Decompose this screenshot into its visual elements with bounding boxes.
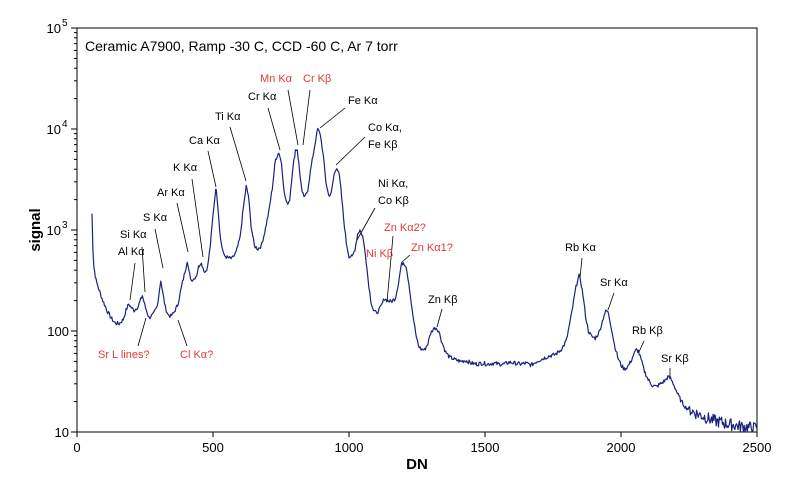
- series-layer: [91, 127, 758, 433]
- y-tick-exponent: 4: [62, 119, 68, 130]
- annotation-leader: [267, 107, 281, 151]
- annotation-label: Al Kα: [118, 246, 145, 258]
- y-tick-label: 10: [47, 21, 61, 36]
- x-tick-label: 500: [202, 440, 224, 455]
- annotation-leader: [607, 292, 615, 311]
- x-axis-label: DN: [406, 456, 428, 473]
- annotation-label: Ca Kα: [189, 135, 220, 147]
- annotation-label: Fe Kα: [348, 95, 378, 107]
- x-tick-label: 0: [73, 440, 80, 455]
- annotation-leader: [129, 262, 136, 301]
- annotation-label: Sr Kα: [600, 277, 628, 289]
- annotation-label: Ar Kα: [157, 187, 185, 199]
- annotation-label: Rb Kβ: [632, 325, 663, 337]
- y-tick-label: 100: [47, 324, 69, 339]
- annotation-leader: [579, 257, 583, 279]
- annotation-leader: [436, 308, 443, 328]
- annotation-label: Rb Kα: [565, 242, 596, 254]
- annotation-leader: [177, 319, 188, 347]
- annotation-label: Co Kβ: [378, 195, 409, 207]
- y-tick-label: 10: [47, 122, 61, 137]
- annotation-leader: [229, 126, 247, 182]
- x-tick-label: 2500: [743, 440, 772, 455]
- annotation-label: Sr L lines?: [98, 349, 150, 361]
- annotation-label: K Kα: [173, 162, 198, 174]
- annotation-leader: [401, 254, 411, 263]
- annotation-label: Cl Kα?: [180, 349, 213, 361]
- annotation-label: Cr Kα: [248, 91, 277, 103]
- annotation-label: Zn Kα2?: [384, 222, 426, 234]
- annotation-leader: [302, 89, 311, 146]
- x-axis: 0 500 1000 1500 2000 2500: [73, 432, 771, 455]
- annotation-leader: [176, 202, 189, 253]
- annotation-label: Ti Kα: [215, 111, 241, 123]
- annotation-label: Cr Kβ: [303, 73, 331, 85]
- annotation-leader: [137, 317, 147, 347]
- x-tick-label: 1500: [471, 440, 500, 455]
- annotation-leader: [356, 207, 376, 241]
- annotation-label: Sr Kβ: [661, 353, 689, 365]
- annotation-leader: [207, 150, 217, 188]
- annotation-label: Ni Kβ: [366, 248, 393, 260]
- annotation-label: Ni Kα,: [378, 178, 408, 190]
- plot-area: [76, 27, 758, 433]
- annotation-label: Zn Kβ: [428, 294, 458, 306]
- annotation-leader: [386, 235, 394, 303]
- annotation-leader: [191, 178, 204, 258]
- y-tick-label: 10: [47, 223, 61, 238]
- y-axis-label: signal: [27, 208, 44, 251]
- annotation-leader: [287, 89, 299, 146]
- annotation-label: Zn Kα1?: [411, 242, 453, 254]
- annotation-leader: [638, 340, 645, 353]
- annotation-label: S Kα: [143, 212, 168, 224]
- x-tick-label: 2000: [607, 440, 636, 455]
- annotation-label: Si Kα: [120, 229, 147, 241]
- annotation-layer: Al Kα Si Kα S Kα Ar Kα K Kα Ca Kα Ti Kα Cr Kα Mn…: [98, 73, 689, 377]
- annotation-label: Mn Kα: [260, 73, 293, 85]
- annotation-leader: [154, 228, 164, 269]
- y-tick-label: 10: [55, 425, 69, 440]
- chart-title: Ceramic A7900, Ramp -30 C, CCD -60 C, Ar…: [85, 38, 398, 54]
- annotation-label: Fe Kβ: [368, 139, 398, 151]
- series-line: [91, 127, 758, 433]
- y-tick-exponent: 3: [62, 220, 68, 231]
- annotation-leader: [319, 107, 346, 129]
- y-tick-exponent: 5: [62, 18, 68, 29]
- annotation-leader: [335, 136, 366, 166]
- annotation-leader: [141, 246, 146, 293]
- x-tick-label: 1000: [335, 440, 364, 455]
- annotation-label: Co Kα,: [368, 122, 402, 134]
